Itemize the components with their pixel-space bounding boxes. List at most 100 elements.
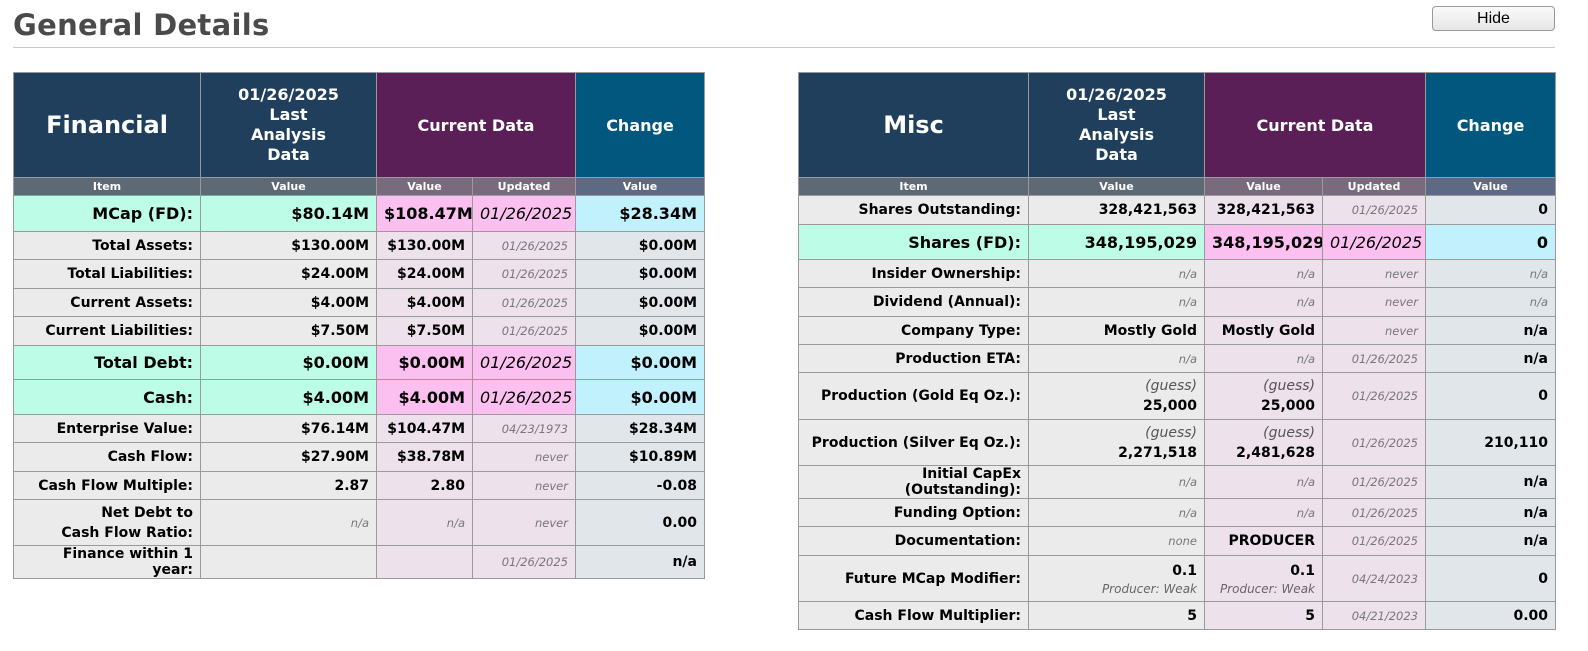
current-value: $4.00M <box>376 379 473 415</box>
row-label: Funding Option: <box>798 498 1029 527</box>
current-value: $130.00M <box>376 231 473 260</box>
updated-date: 01/26/2025 <box>1322 372 1426 420</box>
change-value: 0.00 <box>575 499 705 546</box>
financial-subheader-row: Item Value Value Updated Value <box>13 177 705 196</box>
guess-note: (guess) <box>1263 378 1315 394</box>
row-label: Cash Flow Multiplier: <box>798 601 1029 630</box>
change-value: $10.89M <box>575 442 705 472</box>
current-value: $4.00M <box>376 288 473 317</box>
current-value: 2.80 <box>376 471 473 500</box>
row-label: Future MCap Modifier: <box>798 555 1029 602</box>
table-row: Enterprise Value: $76.14M $104.47M 04/23… <box>13 414 705 443</box>
row-label: Cash Flow Multiple: <box>13 471 201 500</box>
last-value: $0.00M <box>200 345 377 380</box>
current-value: $38.78M <box>376 442 473 472</box>
table-row: Cash Flow Multiplier: 5 5 04/21/2023 0.0… <box>798 601 1556 630</box>
hide-button[interactable]: Hide <box>1432 6 1555 31</box>
guess-note: (guess) <box>1145 424 1197 441</box>
current-value: $0.00M <box>376 345 473 380</box>
updated-date: never <box>472 499 576 546</box>
row-label: Current Liabilities: <box>13 316 201 346</box>
financial-last-analysis-header: 01/26/2025 Last Analysis Data <box>200 72 377 178</box>
misc-table: Misc 01/26/2025 Last Analysis Data Curre… <box>798 72 1556 630</box>
financial-change-header: Change <box>575 72 705 178</box>
current-value: $7.50M <box>376 316 473 346</box>
financial-header-row: Financial 01/26/2025 Last Analysis Data … <box>13 72 705 178</box>
value-text: 2,481,628 <box>1236 444 1315 461</box>
current-value: (guess) 2,481,628 <box>1204 419 1323 466</box>
updated-date: 01/26/2025 <box>472 316 576 346</box>
subheader-item: Item <box>13 177 201 196</box>
table-row: Initial CapEx (Outstanding): n/a n/a 01/… <box>798 465 1556 499</box>
change-value: n/a <box>1425 498 1556 527</box>
table-row: Cash: $4.00M $4.00M 01/26/2025 $0.00M <box>13 379 705 415</box>
financial-table: Financial 01/26/2025 Last Analysis Data … <box>13 72 705 579</box>
table-row: Funding Option: n/a n/a 01/26/2025 n/a <box>798 498 1556 527</box>
last-value: $7.50M <box>200 316 377 346</box>
last-value: none <box>1028 526 1205 556</box>
financial-current-data-header: Current Data <box>376 72 576 178</box>
last-value: 348,195,029 <box>1028 224 1205 260</box>
guess-note: (guess) <box>1263 424 1315 441</box>
change-value: 0 <box>1425 195 1556 225</box>
last-value: $24.00M <box>200 259 377 289</box>
last-analysis-date: 01/26/2025 <box>238 85 339 104</box>
value-text: 0.1 <box>1290 562 1315 579</box>
last-value: n/a <box>1028 344 1205 373</box>
updated-date: 01/26/2025 <box>1322 195 1426 225</box>
misc-change-header: Change <box>1425 72 1556 178</box>
last-analysis-date: 01/26/2025 <box>1066 85 1167 104</box>
change-value: n/a <box>1425 316 1556 345</box>
misc-header-row: Misc 01/26/2025 Last Analysis Data Curre… <box>798 72 1556 178</box>
current-value: 0.1 Producer: Weak <box>1204 555 1323 602</box>
change-value: 210,110 <box>1425 419 1556 466</box>
current-value: 5 <box>1204 601 1323 630</box>
last-value: n/a <box>1028 259 1205 288</box>
misc-title: Misc <box>798 72 1029 178</box>
last-value: 5 <box>1028 601 1205 630</box>
table-row: Shares (FD): 348,195,029 348,195,029 01/… <box>798 224 1556 260</box>
subheader-current-value: Value <box>1204 177 1323 196</box>
current-value: Mostly Gold <box>1204 316 1323 345</box>
current-value: 348,195,029 <box>1204 224 1323 260</box>
change-value: $0.00M <box>575 379 705 415</box>
updated-date: never <box>472 442 576 472</box>
change-value: $0.00M <box>575 231 705 260</box>
table-row: Insider Ownership: n/a n/a never n/a <box>798 259 1556 288</box>
subheader-current-value: Value <box>376 177 473 196</box>
row-label: Initial CapEx (Outstanding): <box>798 465 1029 499</box>
change-value: 0 <box>1425 372 1556 420</box>
table-row: Production ETA: n/a n/a 01/26/2025 n/a <box>798 344 1556 373</box>
row-label: MCap (FD): <box>13 195 201 232</box>
last-value: $76.14M <box>200 414 377 443</box>
row-label: Documentation: <box>798 526 1029 556</box>
row-label: Total Liabilities: <box>13 259 201 289</box>
table-row: Cash Flow Multiple: 2.87 2.80 never -0.0… <box>13 471 705 500</box>
last-value: n/a <box>200 499 377 546</box>
current-value: 328,421,563 <box>1204 195 1323 225</box>
updated-date: 01/26/2025 <box>472 545 576 579</box>
change-value: $28.34M <box>575 195 705 232</box>
subheader-last-value: Value <box>1028 177 1205 196</box>
updated-date: 01/26/2025 <box>1322 465 1426 499</box>
updated-date: 01/26/2025 <box>1322 344 1426 373</box>
row-label: Shares Outstanding: <box>798 195 1029 225</box>
row-label: Enterprise Value: <box>13 414 201 443</box>
row-label-line2: Cash Flow Ratio: <box>61 524 193 541</box>
table-row: Current Assets: $4.00M $4.00M 01/26/2025… <box>13 288 705 317</box>
change-value: n/a <box>1425 344 1556 373</box>
change-value: n/a <box>1425 465 1556 499</box>
current-value: n/a <box>1204 287 1323 317</box>
misc-last-analysis-header: 01/26/2025 Last Analysis Data <box>1028 72 1205 178</box>
row-label-line1: Net Debt to <box>101 504 193 521</box>
row-label: Production (Gold Eq Oz.): <box>798 372 1029 420</box>
change-value: $28.34M <box>575 414 705 443</box>
last-value: (guess) 25,000 <box>1028 372 1205 420</box>
change-value: $0.00M <box>575 259 705 289</box>
current-value: $24.00M <box>376 259 473 289</box>
row-label: Net Debt to Cash Flow Ratio: <box>13 499 201 546</box>
table-row: Finance within 1 year: 01/26/2025 n/a <box>13 545 705 579</box>
updated-date: 04/23/1973 <box>472 414 576 443</box>
change-value: -0.08 <box>575 471 705 500</box>
table-row: Dividend (Annual): n/a n/a never n/a <box>798 287 1556 317</box>
